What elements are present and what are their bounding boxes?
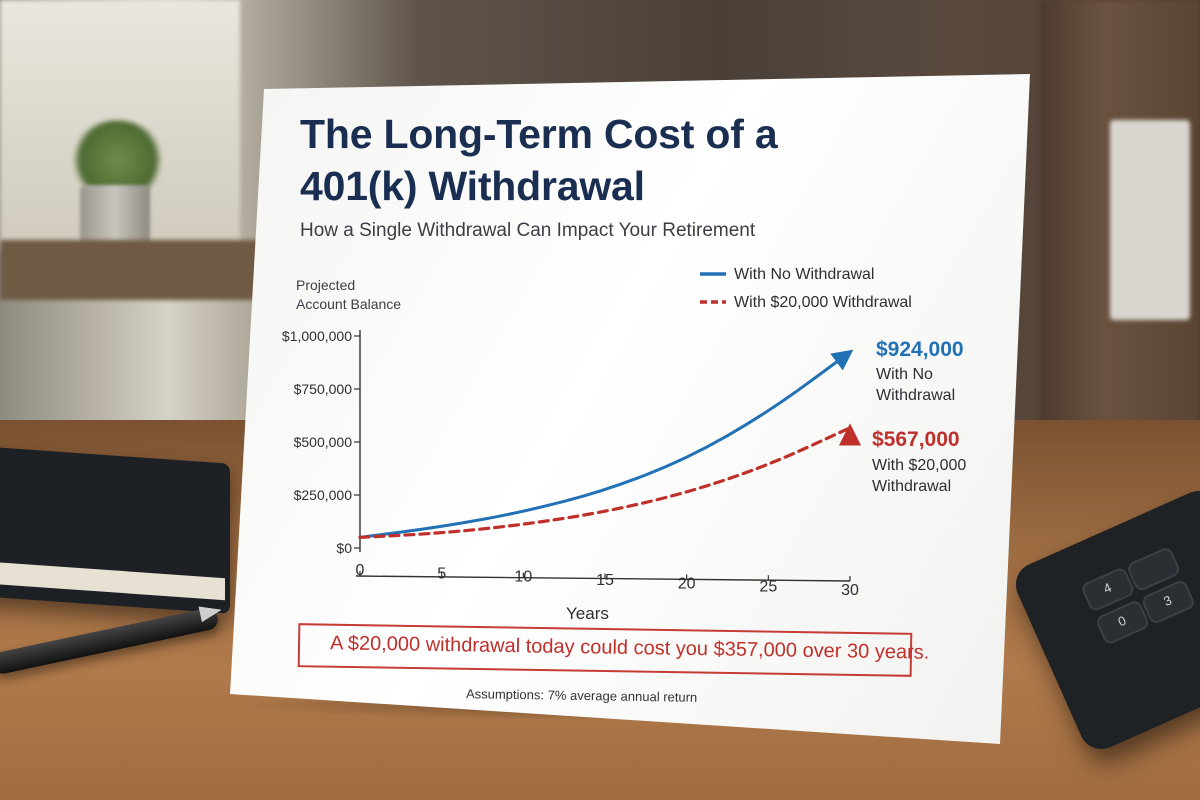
x-tick-label: 30 [841,582,859,599]
annotation-value-withdrawal: $567,000 [872,428,960,451]
x-axis-line [355,575,851,582]
x-tick-label: 5 [437,565,446,582]
y-tick-label: $250,000 [294,487,353,503]
series-line-withdrawal [358,425,855,539]
y-tick-label: $0 [336,540,352,556]
x-tick-label: 10 [514,569,532,586]
chart-ticks: $0 $250,000 $500,000 $750,000 $1,000,000 0 5 10… [282,328,859,599]
chart-legend [700,272,726,304]
series-line-no-withdrawal [358,349,854,539]
background-sill [0,240,270,300]
x-axis-label: Years [566,604,609,623]
x-tick-label: 20 [678,575,696,592]
background-shelf-box [1110,120,1190,320]
legend-label-withdrawal: With $20,000 Withdrawal [734,294,912,311]
card-title: The Long-Term Cost of a 401(k) Withdrawa… [300,111,778,209]
y-axis-label: Projected Account Balance [296,277,402,312]
annotation-label-no-withdrawal: With No Withdrawal [876,366,956,404]
y-tick-label: $1,000,000 [282,328,352,344]
annotation-value-no-withdrawal: $924,000 [876,338,964,361]
x-tick-label: 15 [596,572,614,589]
chart-axes [355,330,851,582]
card-subtitle: How a Single Withdrawal Can Impact Your … [300,220,756,241]
y-tick-label: $500,000 [294,434,353,450]
x-tick-label: 0 [356,562,365,579]
annotation-label-withdrawal: With $20,000 Withdrawal [872,457,967,495]
chart-series [358,349,855,539]
legend-label-no-withdrawal: With No Withdrawal [734,266,875,283]
x-tick-label: 25 [759,579,777,596]
y-tick-label: $750,000 [294,381,353,397]
info-card [230,74,1030,744]
